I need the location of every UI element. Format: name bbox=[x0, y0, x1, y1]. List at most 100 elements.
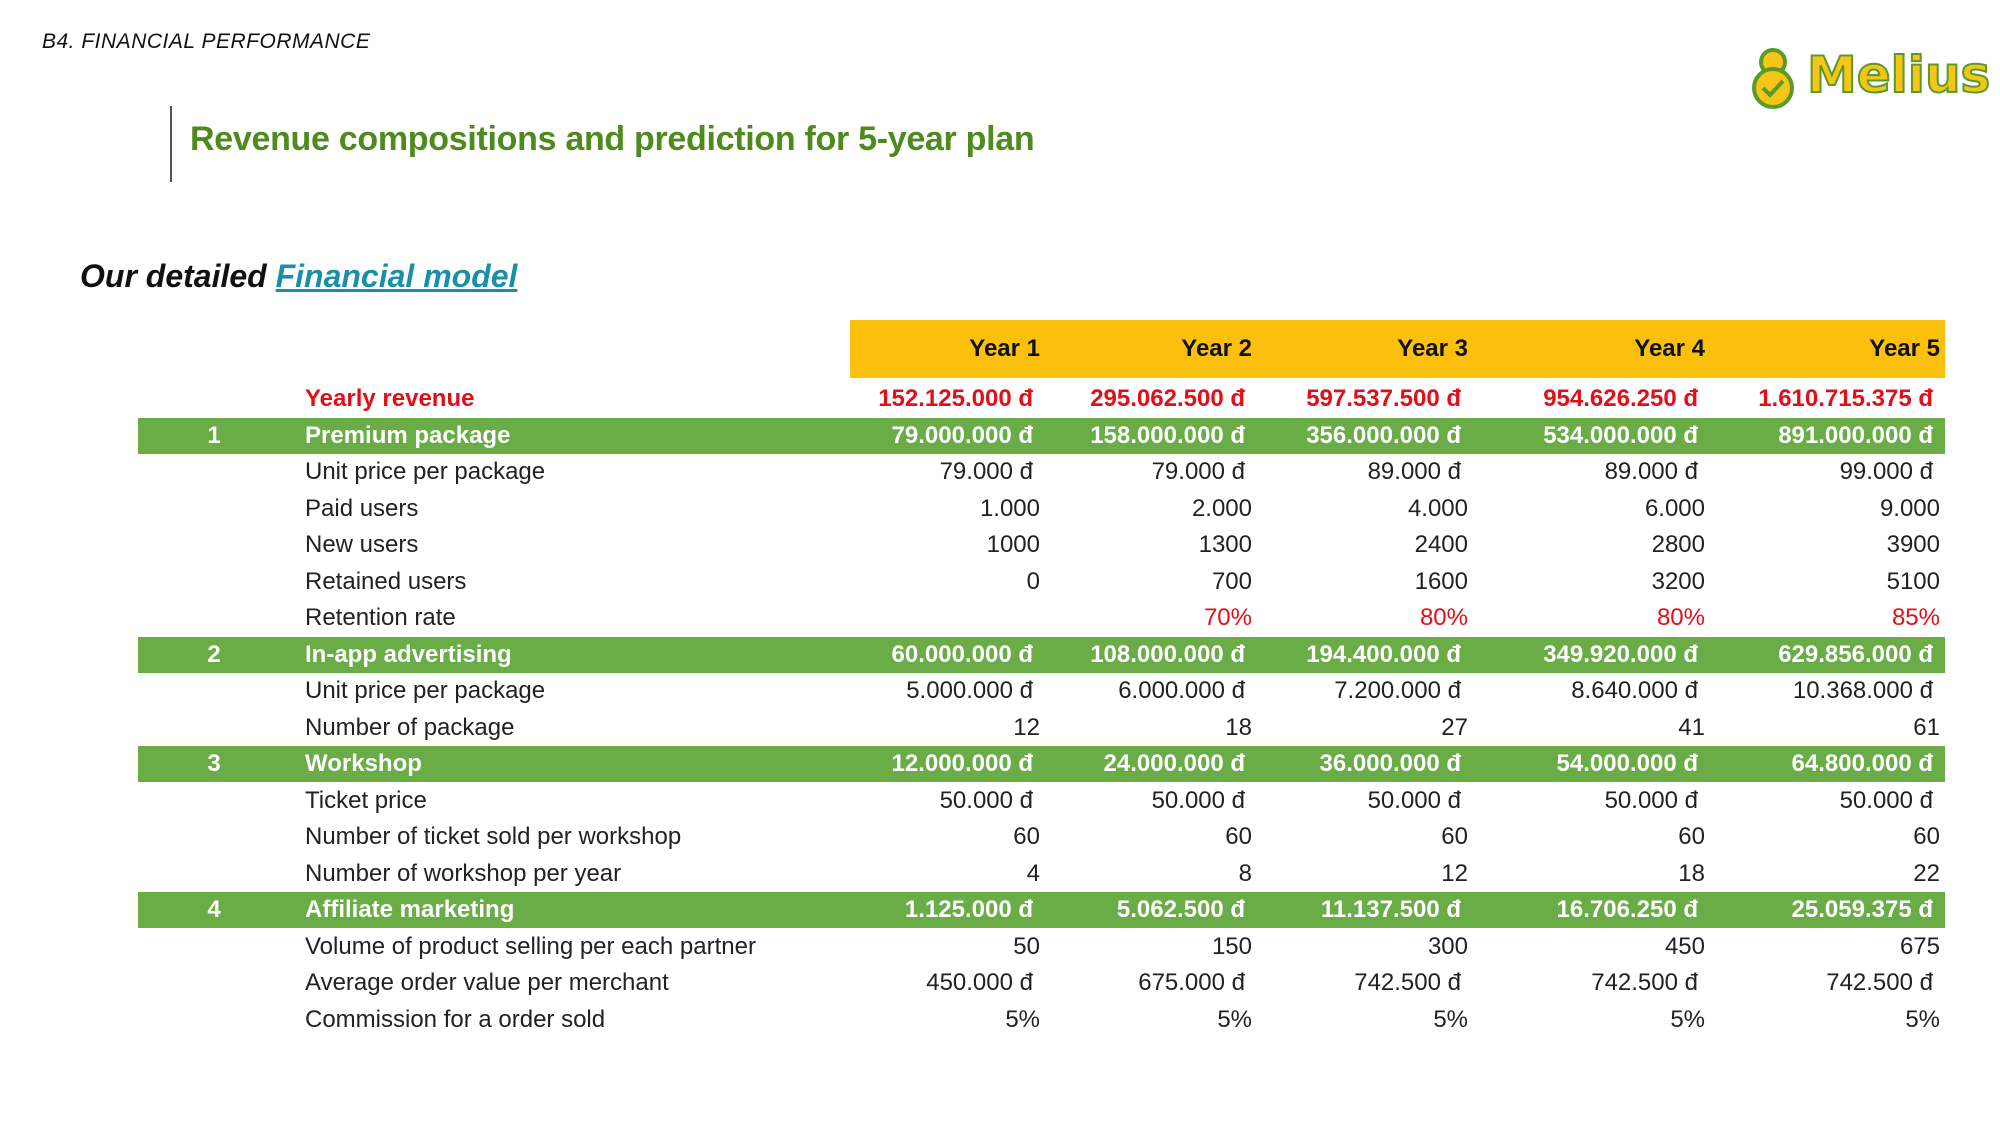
value-cell: 8 bbox=[1238, 859, 1252, 887]
value-cell: 36.000.000 đ bbox=[1319, 750, 1461, 777]
row-label: Paid users bbox=[305, 494, 419, 522]
item-row: Number of package 12 18 27 41 61 bbox=[0, 710, 2000, 746]
value-cell: 24.000.000 đ bbox=[1103, 750, 1245, 777]
value-cell: 356.000.000 đ bbox=[1306, 421, 1461, 449]
value-cell: 5% bbox=[1217, 1005, 1252, 1033]
value-cell: 629.856.000 đ bbox=[1778, 640, 1933, 668]
section-row: 1 Premium package 79.000.000 đ 158.000.000 … bbox=[0, 417, 2000, 454]
value-cell: 349.920.000 đ bbox=[1543, 640, 1698, 668]
item-row: Average order value per merchant 450.000 … bbox=[0, 965, 2000, 1001]
value-cell: 6.000 bbox=[1644, 494, 1705, 522]
value-cell: 4 bbox=[1026, 859, 1040, 887]
column-header: Year 1 bbox=[969, 335, 1040, 362]
section-row: 2 In-app advertising 60.000.000 đ 108.000.0… bbox=[0, 636, 2000, 673]
value-cell: 742.500 đ bbox=[1591, 969, 1698, 996]
row-label: Number of package bbox=[305, 713, 515, 741]
value-cell: 597.537.500 đ bbox=[1306, 385, 1461, 412]
item-row: Unit price per package 79.000 đ 79.000 đ 89… bbox=[0, 454, 2000, 490]
value-cell: 742.500 đ bbox=[1354, 969, 1461, 996]
value-cell: 79.000 đ bbox=[939, 458, 1033, 485]
row-label: Unit price per package bbox=[305, 677, 546, 704]
value-cell: 22 bbox=[1913, 859, 1940, 887]
section-row: 3 Workshop 12.000.000 đ 24.000.000 đ 36.000.… bbox=[0, 746, 2000, 782]
value-cell: 295.062.500 đ bbox=[1090, 385, 1245, 412]
value-cell: 12 bbox=[1013, 713, 1040, 741]
value-cell: 61 bbox=[1913, 713, 1940, 741]
row-label: Workshop bbox=[305, 750, 422, 777]
column-header: Year 5 bbox=[1869, 335, 1940, 362]
row-label: Unit price per package bbox=[305, 458, 546, 485]
row-label: Ticket price bbox=[305, 786, 427, 814]
row-number: 4 bbox=[207, 896, 221, 923]
value-cell: 79.000 đ bbox=[1151, 458, 1245, 485]
value-cell: 7.200.000 đ bbox=[1334, 677, 1461, 704]
row-label: Number of ticket sold per workshop bbox=[305, 823, 682, 850]
value-cell: 6.000.000 đ bbox=[1118, 677, 1245, 704]
item-row: Volume of product selling per each partn… bbox=[0, 929, 2000, 965]
item-row: Paid users 1.000 2.000 4.000 6.000 9.000 bbox=[0, 491, 2000, 527]
value-cell: 50.000 đ bbox=[1151, 786, 1245, 814]
value-cell: 5% bbox=[1905, 1005, 1940, 1033]
value-cell: 5% bbox=[1433, 1005, 1468, 1033]
value-cell: 60 bbox=[1678, 823, 1705, 850]
item-row: Retention rate 70% 80% 80% 85% bbox=[0, 600, 2000, 636]
value-cell: 891.000.000 đ bbox=[1778, 421, 1933, 449]
row-label: Number of workshop per year bbox=[305, 859, 622, 887]
value-cell: 9.000 bbox=[1879, 494, 1940, 522]
value-cell: 5.062.500 đ bbox=[1116, 896, 1245, 923]
value-cell: 18 bbox=[1225, 713, 1252, 741]
row-label: Volume of product selling per each partn… bbox=[305, 932, 756, 960]
row-label: Affiliate marketing bbox=[305, 896, 515, 923]
value-cell: 450 bbox=[1664, 932, 1705, 960]
slide-title: Revenue compositions and prediction for … bbox=[190, 120, 1035, 158]
row-number: 2 bbox=[207, 640, 221, 668]
value-cell: 85% bbox=[1891, 604, 1940, 631]
item-row: Retained users 0 700 1600 3200 5100 bbox=[0, 564, 2000, 600]
value-cell: 54.000.000 đ bbox=[1556, 750, 1698, 777]
value-cell: 742.500 đ bbox=[1826, 969, 1933, 996]
row-label: Premium package bbox=[305, 421, 511, 449]
value-cell: 5.000.000 đ bbox=[906, 677, 1033, 704]
value-cell: 25.059.375 đ bbox=[1791, 896, 1933, 923]
row-number: 1 bbox=[207, 421, 221, 449]
value-cell: 50 bbox=[1013, 932, 1040, 960]
section-band bbox=[138, 636, 1945, 673]
value-cell: 16.706.250 đ bbox=[1556, 896, 1698, 923]
value-cell: 300 bbox=[1427, 932, 1468, 960]
model-link[interactable]: Financial model bbox=[275, 258, 518, 294]
value-cell: 27 bbox=[1441, 713, 1468, 741]
row-label: Retention rate bbox=[305, 604, 456, 631]
value-cell: 80% bbox=[1656, 604, 1705, 631]
item-row: New users 1000 1300 2400 2800 3900 bbox=[0, 527, 2000, 563]
value-cell: 10.368.000 đ bbox=[1792, 677, 1933, 704]
value-cell: 152.125.000 đ bbox=[878, 385, 1033, 412]
value-cell: 64.800.000 đ bbox=[1791, 750, 1933, 777]
value-cell: 70% bbox=[1203, 604, 1252, 631]
value-cell: 2.000 bbox=[1191, 494, 1252, 522]
value-cell: 534.000.000 đ bbox=[1543, 421, 1698, 449]
value-cell: 89.000 đ bbox=[1367, 458, 1461, 485]
value-cell: 18 bbox=[1678, 859, 1705, 887]
value-cell: 50.000 đ bbox=[1604, 786, 1698, 814]
value-cell: 5% bbox=[1670, 1005, 1705, 1033]
value-cell: 11.137.500 đ bbox=[1320, 896, 1461, 923]
value-cell: 700 bbox=[1211, 567, 1252, 595]
value-cell: 4.000 bbox=[1407, 494, 1468, 522]
row-label: Average order value per merchant bbox=[305, 969, 669, 996]
value-cell: 80% bbox=[1419, 604, 1468, 631]
value-cell: 12.000.000 đ bbox=[891, 750, 1033, 777]
section-band bbox=[138, 892, 1945, 928]
section-band bbox=[138, 417, 1945, 454]
row-label: Retained users bbox=[305, 567, 467, 595]
value-cell: 0 bbox=[1026, 567, 1040, 595]
value-cell: 89.000 đ bbox=[1604, 458, 1698, 485]
value-cell: 194.400.000 đ bbox=[1306, 640, 1461, 668]
value-cell: 954.626.250 đ bbox=[1543, 385, 1698, 412]
section-row: 4 Affiliate marketing 1.125.000 đ 5.062.500… bbox=[0, 892, 2000, 928]
value-cell: 1.610.715.375 đ bbox=[1758, 385, 1933, 412]
item-row: Ticket price 50.000 đ 50.000 đ 50.000 đ 50.0… bbox=[0, 783, 2000, 819]
subtitle-text: Our detailed bbox=[80, 258, 267, 294]
value-cell: 2800 bbox=[1651, 531, 1705, 558]
divider bbox=[170, 106, 172, 182]
